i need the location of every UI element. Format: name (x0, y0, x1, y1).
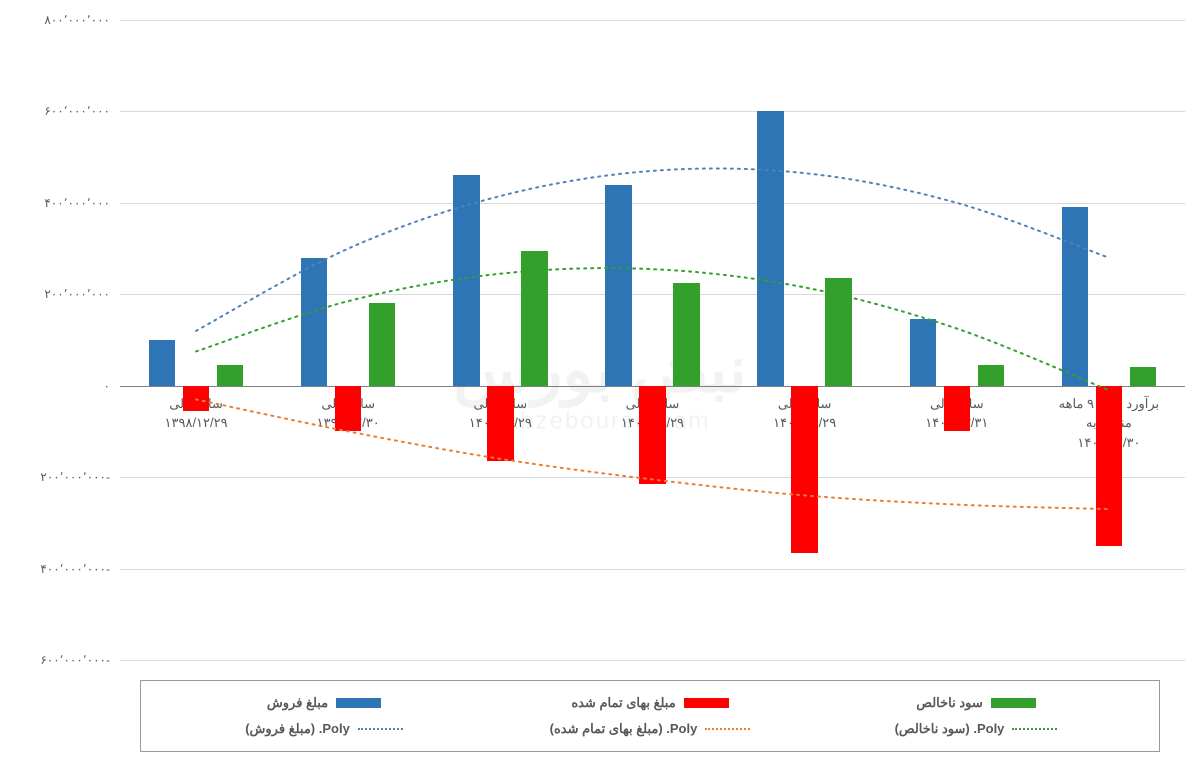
y-tick-label: ۲۰۰٬۰۰۰٬۰۰۰ (44, 287, 110, 301)
legend-label: Poly. (مبلغ بهای تمام شده) (550, 721, 698, 737)
y-tick-label: ۲۰۰٬۰۰۰٬۰۰۰- (40, 470, 110, 484)
legend-item-gross: سود ناخالص (813, 695, 1139, 711)
legend-item-sales: مبلغ فروش (161, 695, 487, 711)
bar (978, 365, 1004, 386)
bar (217, 365, 243, 386)
bar (910, 319, 936, 385)
legend-label: Poly. (مبلغ فروش) (245, 721, 350, 737)
legend-dash-gross (1012, 728, 1057, 730)
legend-item-cost: مبلغ بهای تمام شده (487, 695, 813, 711)
y-tick-label: ۸۰۰٬۰۰۰٬۰۰۰ (44, 13, 110, 27)
legend-row-2: Poly. (مبلغ فروش) Poly. (مبلغ بهای تمام … (161, 721, 1139, 737)
bar (757, 111, 783, 385)
bar (369, 303, 395, 385)
bar (673, 283, 699, 386)
chart-container: نبض بورس nabzebourse.com ۸۰۰٬۰۰۰٬۰۰۰۶۰۰٬… (0, 0, 1200, 768)
legend-label: سود ناخالص (916, 695, 982, 711)
legend-swatch-gross (991, 698, 1036, 708)
legend-dash-sales (358, 728, 403, 730)
bar (1130, 367, 1156, 385)
bar (183, 386, 209, 411)
legend-swatch-cost (684, 698, 729, 708)
bar (453, 175, 479, 385)
bar (1062, 207, 1088, 385)
y-tick-label: ۶۰۰٬۰۰۰٬۰۰۰ (44, 104, 110, 118)
y-tick-label: ۴۰۰٬۰۰۰٬۰۰۰ (44, 196, 110, 210)
legend-item-poly-gross: Poly. (سود ناخالص) (813, 721, 1139, 737)
bar (605, 185, 631, 386)
y-tick-label: ۰ (104, 379, 110, 393)
bar (521, 251, 547, 386)
bar (335, 386, 361, 432)
bars-layer (120, 20, 1185, 660)
legend-swatch-sales (336, 698, 381, 708)
y-tick-label: ۴۰۰٬۰۰۰٬۰۰۰- (40, 562, 110, 576)
bar (791, 386, 817, 553)
bar (149, 340, 175, 386)
bar (1096, 386, 1122, 546)
bar (944, 386, 970, 432)
bar (487, 386, 513, 461)
legend: مبلغ فروش مبلغ بهای تمام شده سود ناخالص … (140, 680, 1160, 752)
bar (639, 386, 665, 484)
legend-item-poly-sales: Poly. (مبلغ فروش) (161, 721, 487, 737)
legend-label: مبلغ بهای تمام شده (571, 695, 675, 711)
gridline (120, 660, 1185, 661)
legend-item-poly-cost: Poly. (مبلغ بهای تمام شده) (487, 721, 813, 737)
legend-label: Poly. (سود ناخالص) (895, 721, 1005, 737)
bar (825, 278, 851, 385)
bar (301, 258, 327, 386)
y-tick-label: ۶۰۰٬۰۰۰٬۰۰۰- (40, 653, 110, 667)
legend-label: مبلغ فروش (267, 695, 328, 711)
legend-dash-cost (705, 728, 750, 730)
legend-row-1: مبلغ فروش مبلغ بهای تمام شده سود ناخالص (161, 695, 1139, 711)
